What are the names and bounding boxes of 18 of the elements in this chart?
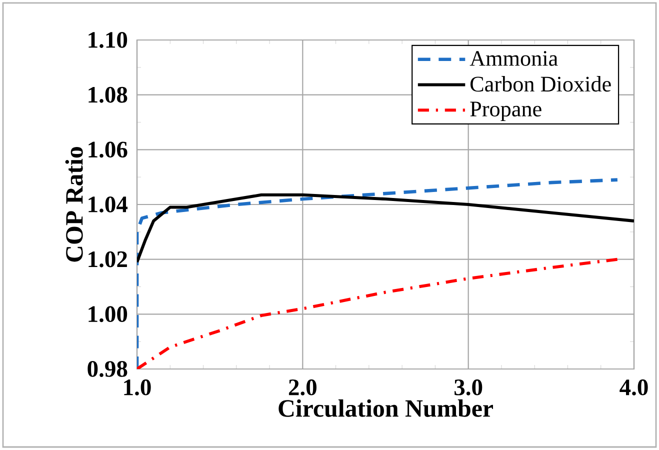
y-tick-label: 1.02 (88, 251, 127, 268)
line-series (137, 258, 619, 369)
legend-label: Carbon Dioxide (470, 76, 611, 92)
y-tick-label: 1.00 (88, 306, 128, 322)
y-axis-title: COP Ratio (65, 147, 83, 262)
y-tick-label: 0.98 (88, 361, 128, 377)
line-series (137, 193, 634, 264)
y-tick-label: 1.08 (88, 86, 128, 103)
x-tick-label: 3.0 (454, 379, 482, 396)
y-tick-label: 1.10 (88, 32, 128, 48)
x-axis-title: Circulation Number (278, 399, 493, 417)
legend-label: Ammonia (470, 51, 558, 66)
legend-label: Propane (470, 102, 542, 122)
x-tick-label: 2.0 (288, 379, 316, 396)
x-tick-label: 4.0 (620, 379, 648, 396)
x-tick-label: 1.0 (124, 379, 151, 396)
y-tick-label: 1.04 (88, 196, 128, 212)
y-tick-label: 1.06 (88, 142, 128, 158)
